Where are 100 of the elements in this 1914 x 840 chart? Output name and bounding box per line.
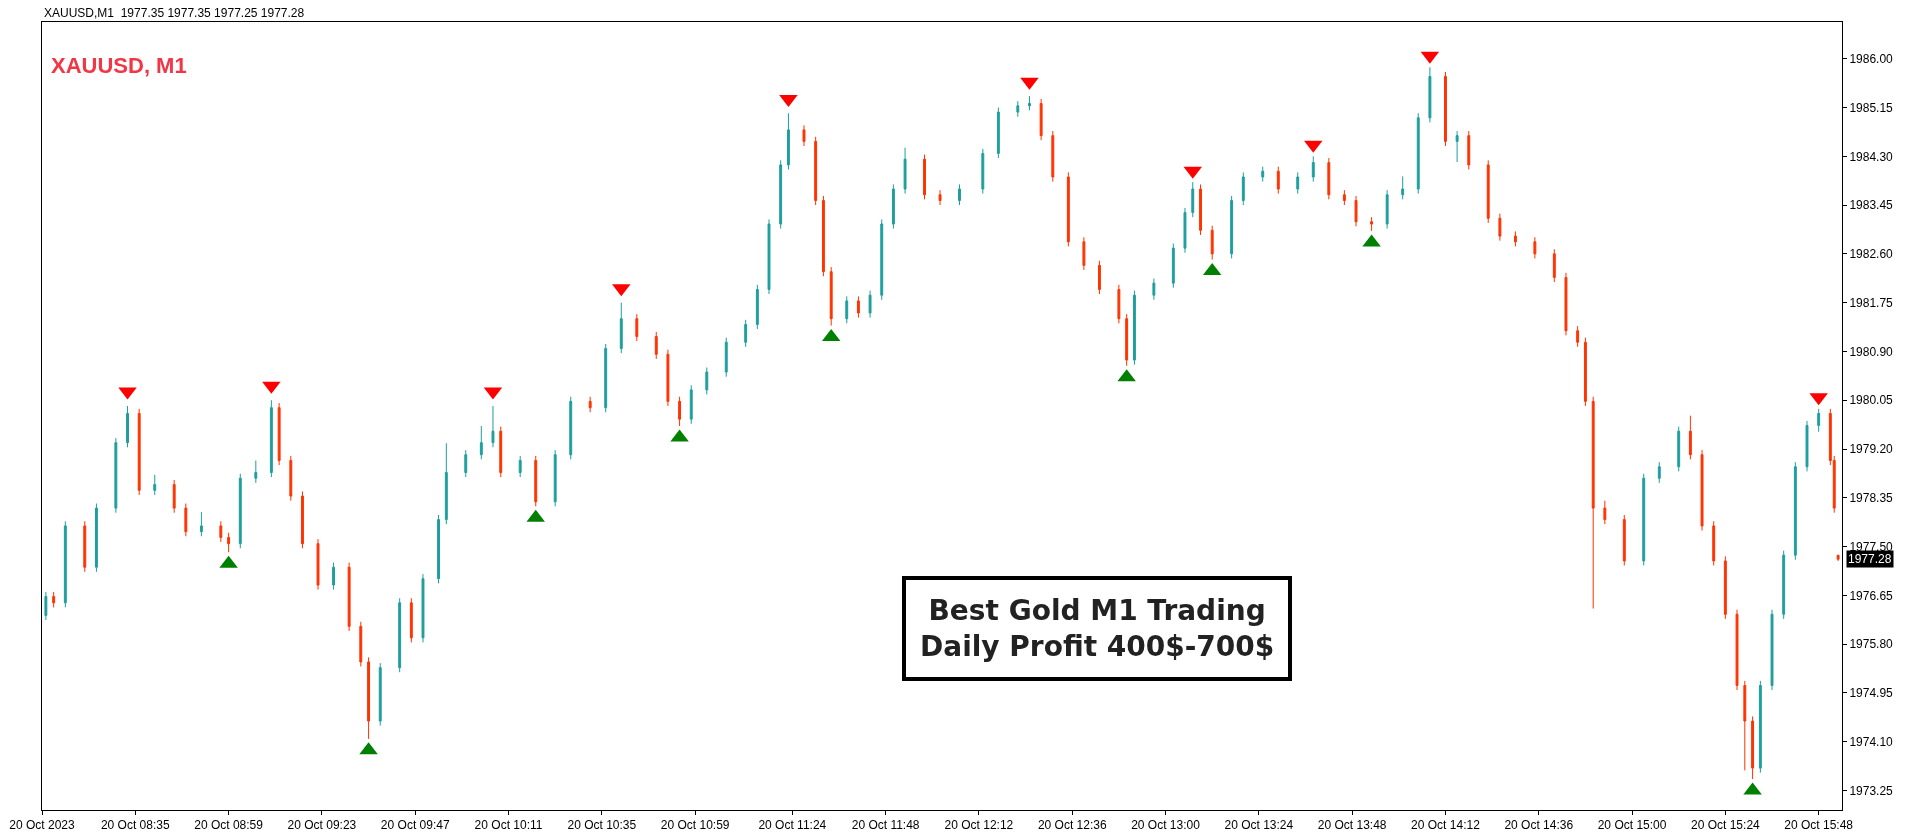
candlestick — [569, 396, 573, 460]
candlestick — [444, 442, 448, 525]
y-tick-label: 1983.45 — [1849, 198, 1894, 213]
candlestick — [1016, 100, 1020, 118]
candlestick — [153, 474, 157, 496]
candlestick — [1688, 415, 1692, 460]
candlestick — [347, 562, 351, 632]
candlestick — [1199, 183, 1202, 236]
candlestick — [1183, 207, 1187, 254]
y-tick-label: 1974.95 — [1849, 686, 1894, 701]
candlestick — [619, 302, 623, 354]
candlestick — [1642, 473, 1646, 567]
candlestick — [1444, 71, 1447, 147]
candlestick — [779, 159, 783, 230]
x-tick-label: 20 Oct 12:36 — [1037, 818, 1107, 833]
candlestick — [1428, 66, 1432, 123]
candlestick — [1723, 555, 1727, 620]
candlestick — [184, 503, 188, 537]
x-tick-label: 20 Oct 09:23 — [287, 818, 357, 833]
candlestick — [1342, 189, 1346, 206]
candlestick — [114, 437, 118, 514]
candlestick — [359, 621, 363, 668]
candlestick — [301, 490, 304, 549]
candlestick — [1171, 243, 1175, 289]
candlestick — [903, 147, 907, 195]
candlestick — [289, 455, 293, 502]
candlestick — [409, 597, 413, 643]
candlestick — [1132, 290, 1136, 366]
candlestick — [332, 562, 336, 591]
candlestick — [238, 473, 242, 549]
candlestick — [199, 511, 203, 537]
candlestick — [137, 408, 141, 496]
candlestick — [1552, 248, 1556, 283]
candlestick — [1311, 155, 1315, 183]
candlestick — [421, 573, 425, 643]
candlestick — [1276, 166, 1280, 195]
candlestick — [1210, 225, 1214, 261]
candlestick — [1401, 175, 1405, 200]
candlestick — [1486, 159, 1490, 224]
candlestick — [689, 384, 693, 425]
candlestick — [94, 503, 98, 573]
y-tick-label: 1980.90 — [1849, 344, 1894, 359]
x-tick-label: 20 Oct 10:35 — [567, 818, 637, 833]
candlestick — [378, 662, 382, 727]
x-tick-label: 20 Oct 13:00 — [1131, 818, 1201, 833]
candlestick — [518, 455, 522, 478]
candlestick — [277, 402, 281, 466]
candlestick — [1583, 337, 1587, 407]
candlestick — [437, 514, 440, 584]
candlestick — [398, 597, 402, 673]
candlestick — [868, 290, 872, 319]
candlestick — [821, 195, 825, 277]
x-tick-label: 20 Oct 15:00 — [1597, 818, 1667, 833]
x-tick-label: 20 Oct 08:35 — [100, 818, 170, 833]
candlestick — [553, 449, 557, 507]
candlestick — [1533, 236, 1537, 259]
y-tick-label: 1981.75 — [1849, 295, 1894, 310]
candlestick — [1700, 449, 1704, 531]
y-tick-label: 1980.05 — [1849, 393, 1894, 408]
candlestick — [1082, 236, 1086, 271]
candlestick — [269, 399, 273, 478]
candlestick — [83, 520, 87, 573]
candlestick — [254, 459, 258, 484]
candlestick — [829, 266, 833, 327]
candlestick — [654, 331, 658, 360]
candlestick — [172, 479, 176, 514]
candlestick — [1117, 284, 1121, 324]
y-tick-label: 1978.35 — [1849, 490, 1894, 505]
candlestick — [44, 591, 48, 621]
candlestick — [1564, 272, 1568, 336]
x-tick-label: 20 Oct 12:12 — [944, 818, 1014, 833]
candlestick — [1603, 500, 1607, 525]
candlestick — [316, 538, 320, 591]
candlestick — [923, 154, 926, 200]
y-tick-label: 1973.25 — [1849, 783, 1894, 798]
candlestick — [891, 183, 895, 230]
candlestick — [464, 449, 468, 478]
candlestick — [1677, 426, 1681, 472]
candlestick — [1735, 609, 1739, 691]
y-tick-label: 1975.80 — [1849, 637, 1894, 652]
candlestick — [1241, 171, 1245, 206]
candlestick — [666, 349, 670, 407]
x-tick-label: 20 Oct 08:59 — [194, 818, 264, 833]
candlestick — [1817, 408, 1821, 433]
candlestick — [1836, 554, 1840, 562]
candlestick — [1039, 98, 1043, 141]
candlestick — [63, 520, 67, 608]
candlestick — [499, 426, 503, 478]
x-tick-label: 20 Oct 15:24 — [1691, 818, 1761, 833]
candlestick — [604, 343, 608, 413]
x-tick-label: 20 Oct 2023 — [9, 818, 76, 833]
candlestick — [1230, 195, 1234, 259]
candlestick — [1028, 95, 1031, 111]
candlestick — [1098, 260, 1101, 295]
candlestick — [1354, 195, 1358, 227]
candlestick — [1327, 157, 1331, 200]
x-tick-label: 20 Oct 09:47 — [380, 818, 450, 833]
candlestick — [958, 183, 961, 206]
candlestick — [744, 319, 748, 348]
candlestick — [1296, 171, 1300, 195]
